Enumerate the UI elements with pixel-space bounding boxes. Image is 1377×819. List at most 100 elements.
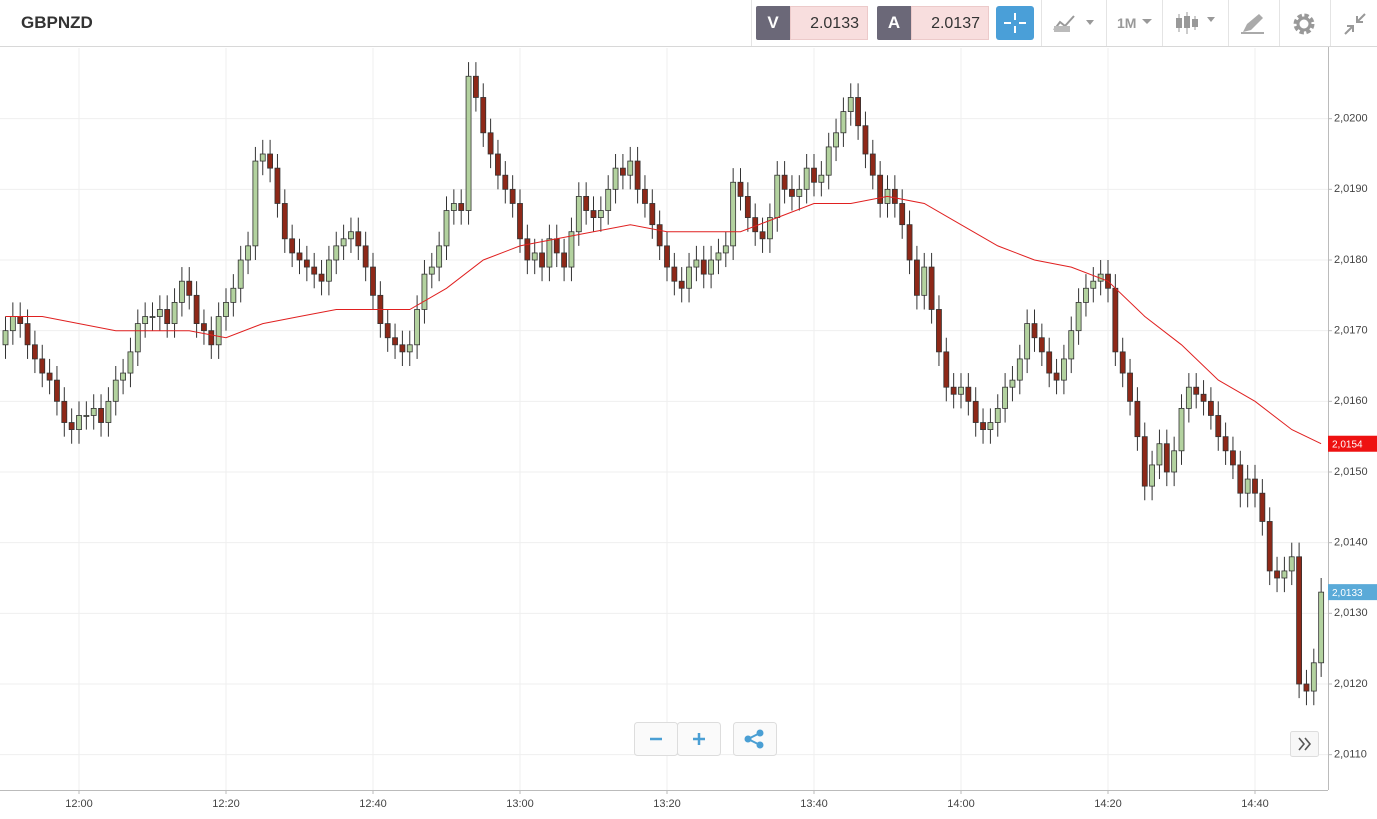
candle-body [487,132,494,155]
candle-body [105,400,112,423]
x-tick-label: 13:20 [653,798,681,810]
separator [1279,0,1280,46]
candle-body [1296,556,1302,685]
candle-body [458,203,465,211]
separator [1106,0,1107,46]
ask-price: 2.0137 [911,6,989,40]
candle-body [1127,372,1133,402]
candle-body [1303,683,1310,692]
candle-body [245,245,251,261]
candle-body [914,259,920,296]
candle-body [1038,337,1045,353]
bid-button[interactable]: V [756,6,790,40]
candle-body [178,280,185,303]
x-tick-label: 13:00 [506,798,534,810]
candle-body [994,407,1001,423]
candle-body [348,231,354,240]
candle-body [869,153,876,176]
candle-body [678,280,685,289]
candle-body [928,266,935,310]
candle-body [370,266,376,296]
candle-body [303,259,310,268]
candle-body [752,217,759,233]
candle-body [524,238,531,261]
candle-body [1002,386,1008,409]
collapse-button[interactable] [1342,11,1368,37]
candle-body [2,330,9,346]
candle-body [509,188,516,204]
candle-body [90,407,97,416]
candle-body [237,259,244,289]
candle-body [355,231,362,247]
candle-body [134,323,141,353]
candle-body [61,400,68,423]
candle-body [414,309,421,346]
candle-body [399,344,406,353]
candle-body [987,422,994,430]
candle-body [597,210,604,219]
candle-body [32,344,38,360]
share-button[interactable] [733,722,777,756]
candle-body [83,415,90,417]
candle-body [1266,521,1273,572]
candle-body [149,316,156,318]
y-tick-label: 2,0170 [1334,325,1368,337]
zoom-in-button[interactable] [677,722,721,756]
candle-body [1149,464,1155,487]
candle-body [546,238,553,268]
candle-body [1288,556,1295,572]
candle-body [1016,358,1023,381]
candle-body [392,337,398,346]
separator [1162,0,1163,46]
candle-body [186,280,193,296]
settings-button[interactable] [1291,11,1317,37]
candle-body [1237,464,1244,494]
candle-body [1083,287,1089,303]
candle-body [818,174,825,183]
candle-body [664,245,670,268]
candle-body [1222,436,1229,452]
candle-body [943,351,950,388]
candle-body [958,386,964,395]
candle-body [1031,323,1038,339]
candle-body [68,422,75,430]
crosshair-button[interactable] [996,6,1034,40]
candle-body [421,273,428,310]
candle-body [311,266,318,275]
candle-body [737,181,744,197]
separator [1330,0,1331,46]
candle-body [774,174,781,218]
candle-body [950,386,957,395]
candle-body [1171,450,1178,473]
candle-body [642,188,648,204]
draw-tool-button[interactable] [1240,11,1266,35]
candle-body [627,160,634,176]
candle-body [171,301,178,324]
candle-body [142,316,149,324]
timeframe-button[interactable]: 1M [1117,15,1137,31]
candle-body [54,379,60,402]
chart-type-button[interactable] [1052,12,1098,34]
x-tick-label: 14:40 [1241,798,1269,810]
candle-body [76,415,82,431]
candle-body [1230,450,1236,466]
candle-body [1185,386,1192,409]
candle-body [700,259,707,275]
candle-body [384,323,391,339]
moving-average-line [5,195,1322,445]
candle-body [781,174,788,190]
candle-body [686,266,692,289]
candle-body [1112,287,1119,353]
zoom-out-button[interactable] [634,722,678,756]
candle-style-button[interactable] [1174,10,1220,36]
candle-body [980,422,986,430]
candle-body [1075,301,1082,332]
y-tick-label: 2,0180 [1334,254,1368,266]
scroll-end-button[interactable] [1290,731,1319,757]
candle-body [553,238,560,254]
candle-body [156,309,163,317]
candle-body [1163,443,1170,473]
candle-body [590,210,597,219]
ask-button[interactable]: A [877,6,911,40]
candle-body [127,351,134,374]
